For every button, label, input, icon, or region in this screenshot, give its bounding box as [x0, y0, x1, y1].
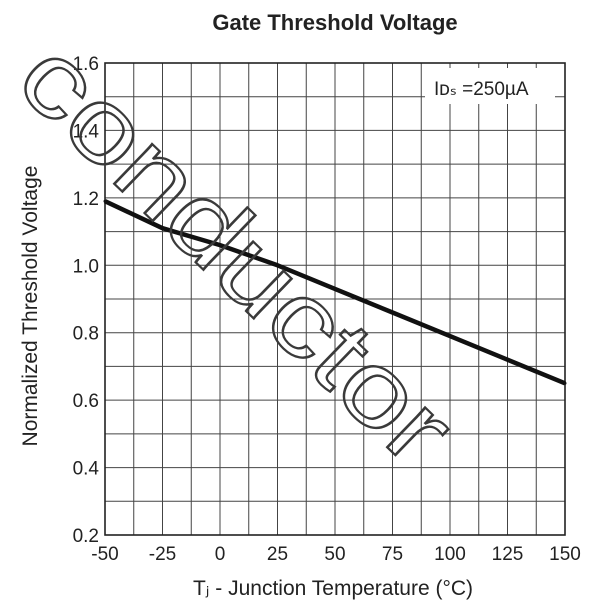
data-point: [448, 334, 452, 338]
x-axis-label: Tⱼ - Junction Temperature (°C): [193, 577, 473, 600]
y-tick-label: 1.0: [73, 256, 99, 277]
y-axis-label: Normalized Threshold Voltage: [19, 166, 42, 447]
y-tick-label: 0.2: [73, 526, 99, 547]
y-tick-label: 0.4: [73, 459, 100, 480]
plot-frame: [104, 62, 566, 536]
data-point: [391, 310, 394, 314]
x-tick-label: 0: [215, 544, 226, 565]
x-tick-label: 75: [382, 544, 403, 565]
y-tick-label: 1.6: [73, 54, 99, 75]
y-tick-labels: 0.2 0.4 0.6 0.8 1.0 1.2 1.4 1.6: [73, 54, 100, 547]
data-point: [506, 358, 509, 362]
chart-title: Gate Threshold Voltage: [212, 10, 457, 35]
data-points: [103, 199, 567, 385]
legend-label: Iᴅₛ =250µA: [434, 79, 529, 100]
x-tick-label: -25: [149, 544, 176, 565]
data-point: [103, 199, 107, 203]
data-point: [276, 263, 279, 267]
x-tick-label: 150: [549, 544, 581, 565]
y-tick-label: 1.4: [73, 121, 100, 142]
y-tick-label: 0.8: [73, 324, 99, 345]
x-tick-label: -50: [91, 544, 118, 565]
watermark-text: conductor: [0, 18, 476, 487]
data-point: [333, 287, 337, 291]
y-tick-label: 0.6: [73, 391, 99, 412]
data-point: [161, 226, 164, 230]
legend-box: [425, 68, 555, 104]
data-point: [218, 243, 222, 247]
x-tick-labels: -50 -25 0 25 50 75 100 125 150: [91, 544, 581, 565]
x-tick-label: 100: [434, 544, 466, 565]
x-tick-label: 25: [267, 544, 288, 565]
y-tick-label: 1.2: [73, 189, 99, 210]
grid: [105, 63, 565, 535]
x-tick-label: 50: [324, 544, 345, 565]
legend: Iᴅₛ =250µA: [425, 68, 555, 104]
x-tick-label: 125: [492, 544, 524, 565]
data-point: [563, 381, 567, 385]
